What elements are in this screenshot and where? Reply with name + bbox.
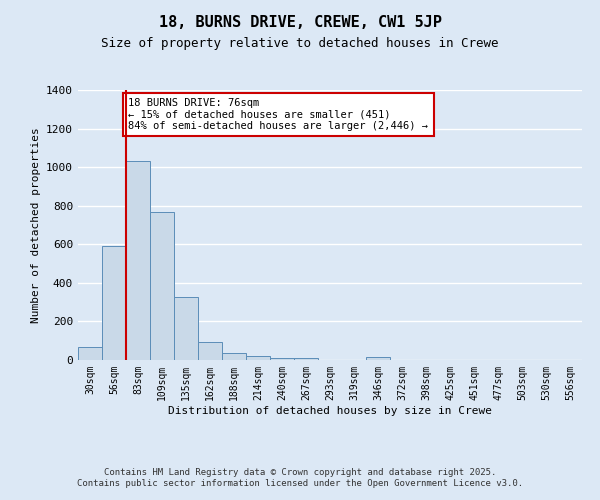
Bar — [294, 358, 318, 360]
Bar — [198, 342, 222, 360]
Text: 18 BURNS DRIVE: 76sqm
← 15% of detached houses are smaller (451)
84% of semi-det: 18 BURNS DRIVE: 76sqm ← 15% of detached … — [128, 98, 428, 131]
Bar — [174, 298, 198, 360]
Bar — [270, 358, 294, 360]
Text: Size of property relative to detached houses in Crewe: Size of property relative to detached ho… — [101, 38, 499, 51]
Bar — [126, 162, 150, 360]
Bar — [366, 357, 390, 360]
Y-axis label: Number of detached properties: Number of detached properties — [31, 127, 41, 323]
Bar — [150, 212, 174, 360]
Bar — [78, 348, 102, 360]
Bar — [246, 356, 270, 360]
X-axis label: Distribution of detached houses by size in Crewe: Distribution of detached houses by size … — [168, 406, 492, 415]
Text: Contains HM Land Registry data © Crown copyright and database right 2025.
Contai: Contains HM Land Registry data © Crown c… — [77, 468, 523, 487]
Text: 18, BURNS DRIVE, CREWE, CW1 5JP: 18, BURNS DRIVE, CREWE, CW1 5JP — [158, 15, 442, 30]
Bar — [102, 246, 126, 360]
Bar — [222, 353, 246, 360]
